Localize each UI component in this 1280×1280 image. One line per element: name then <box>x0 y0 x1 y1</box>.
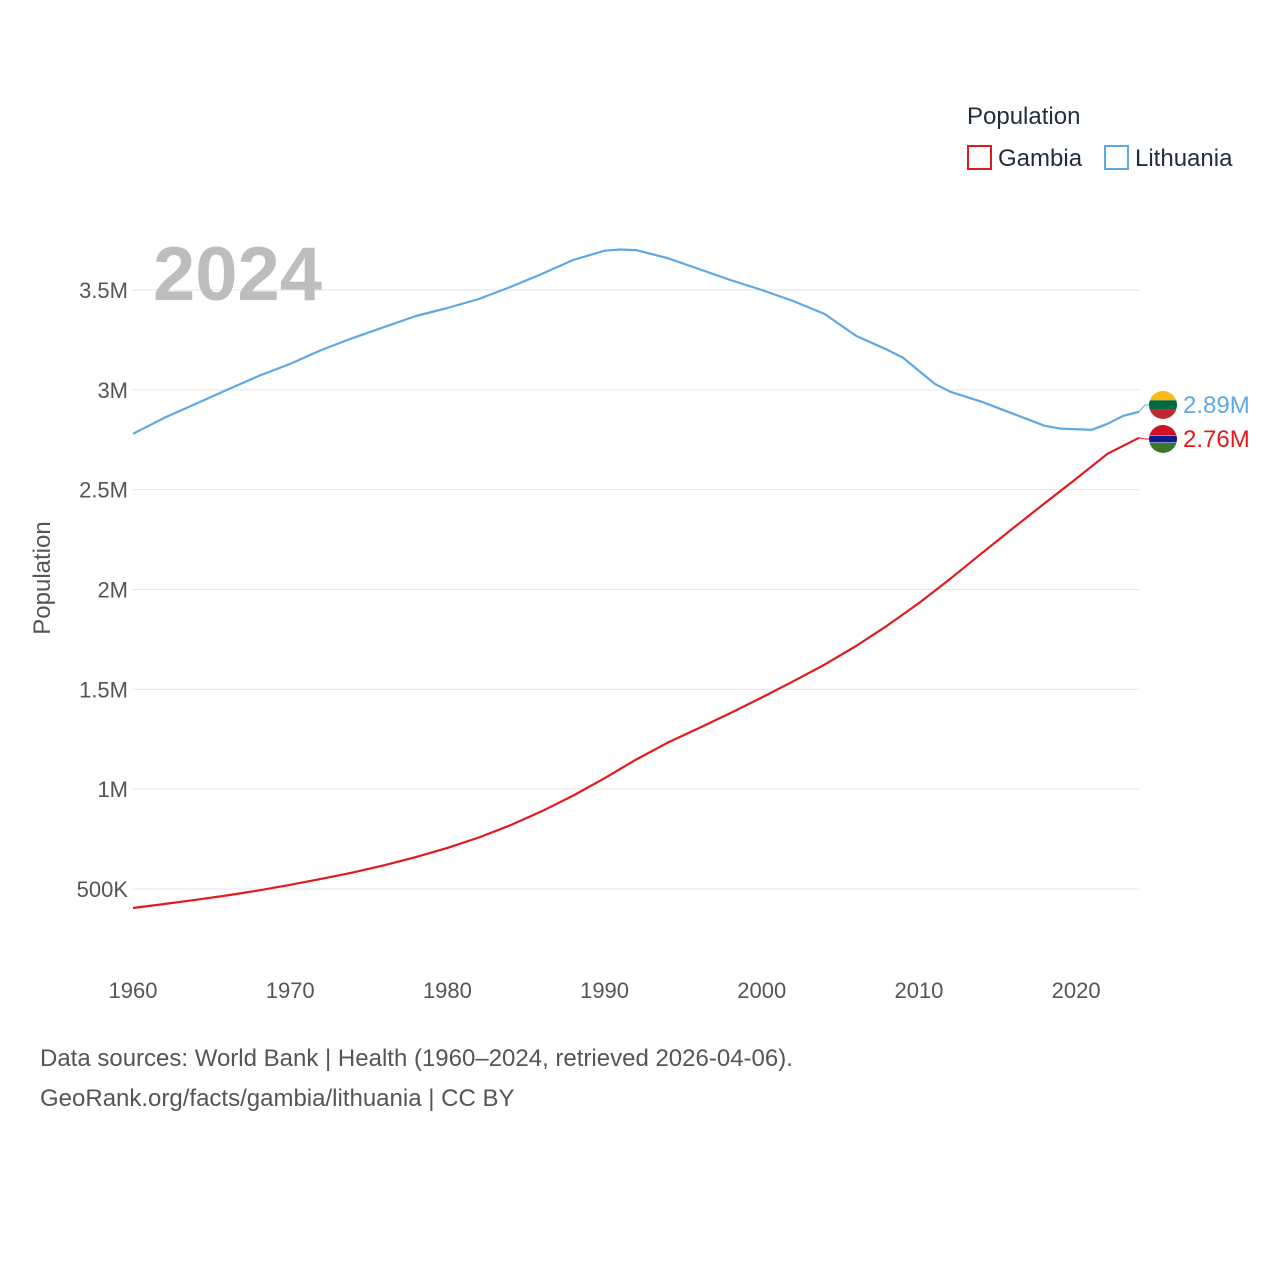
gambia-end-value: 2.76M <box>1183 426 1250 453</box>
x-tick-label: 1960 <box>109 978 158 1003</box>
y-axis-title: Population <box>29 521 56 634</box>
y-tick-label: 3.5M <box>79 278 128 303</box>
gambia-flag <box>1149 425 1177 453</box>
grid-lines <box>133 289 1139 890</box>
lithuania-line[interactable] <box>132 248 1140 435</box>
legend-swatch[interactable] <box>1104 145 1129 170</box>
x-tick-label: 2000 <box>737 978 786 1003</box>
y-tick-label: 500K <box>77 877 129 902</box>
lithuania-flag <box>1149 391 1177 419</box>
lithuania-end-value: 2.89M <box>1183 392 1250 419</box>
series-end-markers: 2.76M 2.89M <box>1138 391 1250 453</box>
gambia-leader-line <box>1138 437 1149 440</box>
y-tick-label: 2M <box>97 578 128 603</box>
footer-credit[interactable]: GeoRank.org/facts/gambia/lithuania | CC … <box>40 1085 515 1112</box>
year-watermark: 2024 <box>153 232 322 317</box>
y-tick-label: 1M <box>97 777 128 802</box>
lithuania-leader-line <box>1138 404 1149 413</box>
series-lines <box>132 248 1140 910</box>
x-tick-label: 2020 <box>1052 978 1101 1003</box>
x-tick-label: 1970 <box>266 978 315 1003</box>
y-tick-label: 3M <box>97 378 128 403</box>
x-tick-label: 1990 <box>580 978 629 1003</box>
x-axis-ticks: 1960 1970 1980 1990 2000 2010 2020 <box>109 978 1101 1003</box>
y-tick-label: 2.5M <box>79 478 128 503</box>
legend-label[interactable]: Lithuania <box>1135 145 1233 172</box>
x-tick-label: 2010 <box>894 978 943 1003</box>
y-axis-ticks: 500K 1M 1.5M 2M 2.5M 3M 3.5M <box>77 278 129 902</box>
legend-swatch[interactable] <box>967 145 992 170</box>
legend-label[interactable]: Gambia <box>998 145 1083 172</box>
x-tick-label: 1980 <box>423 978 472 1003</box>
legend-title: Population <box>967 103 1080 130</box>
legend: Population Gambia Lithuania <box>967 103 1233 172</box>
footer-sources: Data sources: World Bank | Health (1960–… <box>40 1045 793 1072</box>
gambia-line[interactable] <box>132 436 1140 910</box>
y-tick-label: 1.5M <box>79 677 128 702</box>
